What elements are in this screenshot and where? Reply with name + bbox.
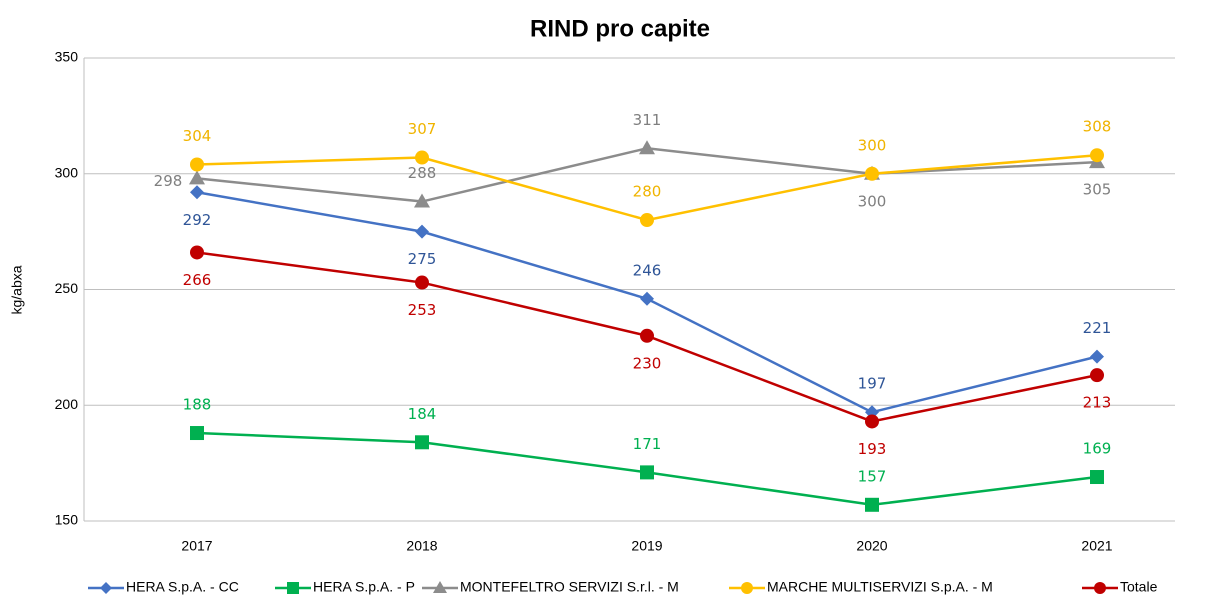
data-point — [865, 166, 879, 181]
data-label: 169 — [1083, 440, 1112, 458]
data-point — [640, 213, 654, 228]
x-tick-label: 2017 — [181, 538, 212, 554]
x-tick-label: 2020 — [856, 538, 887, 554]
chart-title: RIND pro capite — [530, 15, 710, 42]
data-label: 266 — [183, 271, 212, 289]
data-label: 253 — [408, 301, 437, 319]
data-point — [414, 193, 430, 208]
x-tick-label: 2021 — [1081, 538, 1112, 554]
legend-label: MONTEFELTRO SERVIZI S.r.l. - M — [460, 579, 679, 595]
data-label: 246 — [633, 261, 662, 279]
data-label: 157 — [858, 467, 887, 485]
data-label: 288 — [408, 164, 437, 182]
data-label: 308 — [1083, 118, 1112, 136]
data-point — [1090, 148, 1104, 163]
data-point — [640, 328, 654, 343]
data-label: 197 — [858, 375, 887, 393]
data-point — [865, 414, 879, 429]
y-tick-label: 350 — [55, 49, 79, 65]
data-label: 275 — [408, 250, 437, 268]
data-label: 188 — [183, 396, 212, 414]
data-point — [190, 157, 204, 172]
legend-marker — [741, 582, 753, 594]
data-label: 307 — [408, 120, 437, 138]
data-label: 230 — [633, 354, 662, 372]
y-axis-label: kg/abxa — [9, 265, 25, 314]
data-label: 311 — [633, 111, 662, 129]
legend-label: HERA S.p.A. - CC — [126, 579, 239, 595]
legend-marker — [287, 582, 299, 594]
data-label: 280 — [633, 183, 662, 201]
data-point — [640, 291, 654, 306]
data-point — [639, 140, 655, 155]
data-point — [415, 275, 429, 290]
data-label: 171 — [633, 435, 662, 453]
data-point — [415, 224, 429, 239]
data-point — [1090, 368, 1104, 383]
data-label: 304 — [183, 127, 212, 145]
data-label: 300 — [858, 192, 887, 210]
legend-marker — [1094, 582, 1106, 594]
data-label: 213 — [1083, 394, 1112, 412]
data-point — [415, 435, 429, 450]
legend-marker — [433, 581, 447, 593]
data-point — [415, 150, 429, 165]
data-point — [190, 245, 204, 260]
y-tick-label: 250 — [55, 280, 79, 296]
x-tick-label: 2019 — [631, 538, 662, 554]
data-label: 193 — [858, 440, 887, 458]
legend-marker — [100, 582, 112, 594]
data-point — [190, 426, 204, 441]
data-point — [865, 497, 879, 512]
data-label: 292 — [183, 211, 212, 229]
data-point — [190, 185, 204, 200]
legend-label: HERA S.p.A. - P — [313, 579, 415, 595]
data-label: 221 — [1083, 319, 1112, 337]
y-tick-label: 150 — [55, 512, 79, 528]
data-label: 298 — [154, 172, 183, 190]
x-tick-label: 2018 — [406, 538, 437, 554]
data-point — [189, 170, 205, 185]
y-tick-label: 300 — [55, 164, 79, 180]
data-label: 300 — [858, 136, 887, 154]
data-label: 305 — [1083, 181, 1112, 199]
data-point — [640, 465, 654, 480]
y-tick-label: 200 — [55, 396, 79, 412]
legend-label: MARCHE MULTISERVIZI S.p.A. - M — [767, 579, 993, 595]
data-point — [1090, 349, 1104, 364]
data-point — [1090, 470, 1104, 485]
legend-label: Totale — [1120, 579, 1158, 595]
data-label: 184 — [408, 405, 437, 423]
